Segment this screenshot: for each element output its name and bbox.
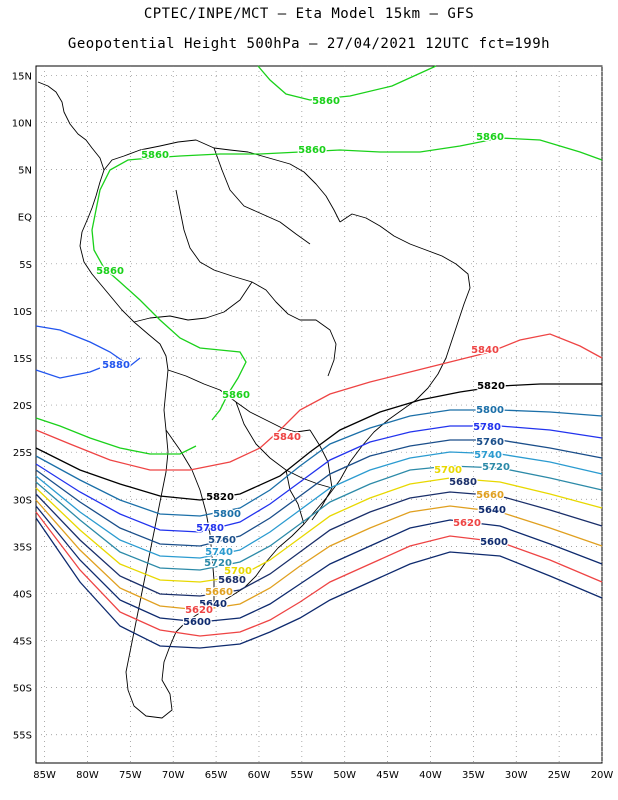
- contour-label-5720: 5720: [204, 558, 232, 569]
- contour-label-5860: 5860: [222, 390, 250, 401]
- border-4: [167, 369, 311, 433]
- contour-label-5700: 5700: [224, 566, 252, 577]
- lon-tick-label: 65W: [205, 770, 228, 781]
- contour-label-5860: 5860: [141, 150, 169, 161]
- contour-label-5620: 5620: [185, 605, 213, 616]
- contour-5840: [35, 333, 603, 471]
- lat-tick-label: 15S: [13, 354, 32, 365]
- lat-tick-label: 40S: [13, 589, 32, 600]
- contour-label-5800: 5800: [213, 509, 241, 520]
- map-frame: [35, 65, 603, 764]
- contour-lines: [35, 65, 603, 649]
- contour-label-5600: 5600: [480, 537, 508, 548]
- contour-5800: [35, 409, 603, 517]
- lat-tick-label: 15N: [12, 71, 32, 82]
- lon-tick-label: 70W: [162, 770, 185, 781]
- contour-5860-south: [35, 417, 197, 455]
- contour-label-5740: 5740: [205, 547, 233, 558]
- lat-tick-label: 5N: [18, 166, 32, 177]
- contour-label-5660: 5660: [476, 490, 504, 501]
- border-5: [235, 401, 333, 489]
- lat-tick-label: 25S: [13, 448, 32, 459]
- chart-title-line-2: Geopotential Height 500hPa – 27/04/2021 …: [67, 36, 551, 52]
- contour-5780: [35, 425, 603, 533]
- lat-tick-label: 10S: [13, 307, 32, 318]
- lon-tick-label: 35W: [462, 770, 485, 781]
- lat-tick-label: 20S: [13, 401, 32, 412]
- contour-label-5860: 5860: [298, 145, 326, 156]
- lon-tick-label: 55W: [291, 770, 314, 781]
- contour-5860-north: [257, 65, 437, 101]
- lon-tick-label: 50W: [333, 770, 356, 781]
- lat-tick-label: 45S: [13, 637, 32, 648]
- contour-label-5640: 5640: [199, 599, 227, 610]
- contour-label-5860: 5860: [96, 266, 124, 277]
- contour-label-5680: 5680: [449, 477, 477, 488]
- contour-5860-main: [91, 137, 603, 421]
- contour-5680: [35, 491, 603, 597]
- lat-tick-label: EQ: [18, 213, 32, 224]
- contour-label-5840: 5840: [273, 432, 301, 443]
- border-3: [133, 281, 337, 377]
- contour-label-5860: 5860: [312, 96, 340, 107]
- border-1: [175, 189, 253, 283]
- lat-tick-label: 55S: [13, 731, 32, 742]
- contour-5760: [35, 439, 603, 547]
- lon-tick-label: 30W: [505, 770, 528, 781]
- contour-label-5780: 5780: [196, 523, 224, 534]
- lon-tick-label: 75W: [119, 770, 142, 781]
- contour-5740: [35, 451, 603, 559]
- contour-5600: [35, 517, 603, 649]
- lat-tick-label: 35S: [13, 542, 32, 553]
- contour-label-5740: 5740: [474, 450, 502, 461]
- lat-tick-label: 5S: [19, 260, 32, 271]
- contour-5640: [35, 505, 603, 623]
- contour-5620: [35, 511, 603, 637]
- lat-tick-label: 10N: [12, 119, 32, 130]
- contour-label-5660: 5660: [205, 587, 233, 598]
- contour-label-5780: 5780: [473, 422, 501, 433]
- longitude-labels: 85W 80W 75W 70W 65W 60W 55W 50W 45W 40W 35W 30W 25W 2…: [33, 770, 613, 781]
- contour-label-5880: 5880: [102, 360, 130, 371]
- border-8: [285, 469, 305, 525]
- contour-label-5600: 5600: [183, 617, 211, 628]
- contour-5700: [35, 477, 603, 583]
- lon-tick-label: 20W: [591, 770, 614, 781]
- contour-5880: [35, 325, 141, 379]
- contour-label-5760: 5760: [208, 535, 236, 546]
- south-america-coast: [79, 213, 471, 719]
- lat-tick-label: 50S: [13, 684, 32, 695]
- lon-tick-label: 85W: [33, 770, 56, 781]
- coastlines-and-borders: [37, 81, 471, 719]
- contour-label-5760: 5760: [476, 437, 504, 448]
- border-6: [165, 429, 215, 606]
- chart-title-line-1: CPTEC/INPE/MCT – Eta Model 15km – GFS: [143, 6, 475, 22]
- lon-tick-label: 45W: [376, 770, 399, 781]
- contour-labels: 5860 5860 5860 5860 5860 5860 5880 5840 5840 5820…: [95, 95, 511, 630]
- lon-tick-label: 40W: [419, 770, 442, 781]
- contour-label-5700: 5700: [434, 465, 462, 476]
- contour-label-5680: 5680: [218, 575, 246, 586]
- lon-tick-label: 60W: [248, 770, 271, 781]
- contour-5720: [35, 465, 603, 571]
- contour-label-5820: 5820: [206, 492, 234, 503]
- contour-label-5820: 5820: [477, 381, 505, 392]
- border-2: [213, 147, 311, 245]
- caribbean-coast-north: [103, 139, 341, 223]
- lon-tick-label: 25W: [548, 770, 571, 781]
- contour-label-5720: 5720: [482, 462, 510, 473]
- central-america-coast: [37, 81, 105, 219]
- lat-tick-label: 30S: [13, 495, 32, 506]
- contour-5820: [35, 383, 602, 501]
- contour-label-5620: 5620: [453, 518, 481, 529]
- latitude-labels: 15N 10N 5N EQ 5S 10S 15S 20S 25S 30S 35S 40S 45S 50S 5…: [12, 71, 32, 741]
- contour-label-5860: 5860: [476, 132, 504, 143]
- contour-label-5640: 5640: [478, 505, 506, 516]
- lon-tick-label: 80W: [76, 770, 99, 781]
- contour-5660: [35, 499, 603, 611]
- contour-label-5840: 5840: [471, 345, 499, 356]
- contour-label-5800: 5800: [476, 405, 504, 416]
